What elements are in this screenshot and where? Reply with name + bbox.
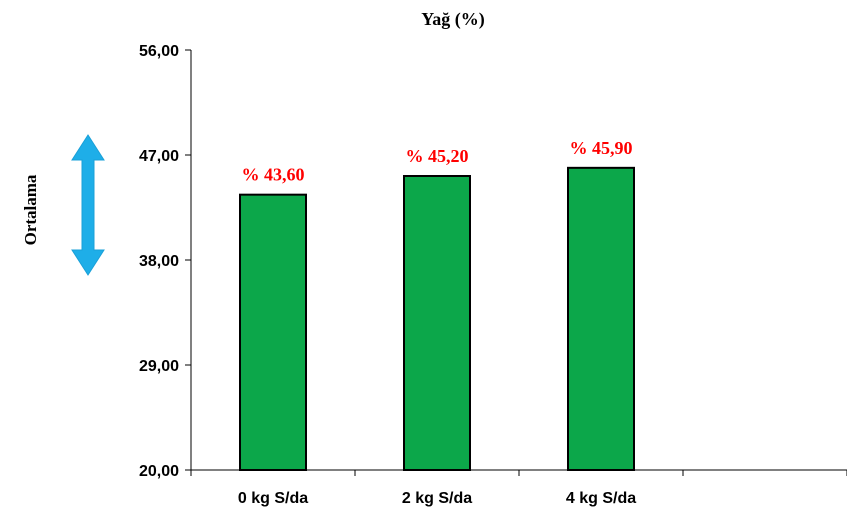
arrow-shape (71, 134, 105, 276)
data-label: % 43,60 (242, 165, 305, 185)
category-label: 0 kg S/da (238, 490, 308, 507)
y-tick-label: 47,00 (139, 148, 179, 165)
y-tick-label: 56,00 (139, 43, 179, 60)
y-tick-label: 38,00 (139, 253, 179, 270)
bar (403, 175, 471, 471)
double-arrow-icon (71, 134, 105, 276)
data-label: % 45,90 (570, 138, 633, 158)
data-labels: % 43,60 % 45,20 % 45,90 (242, 138, 633, 185)
category-label: 2 kg S/da (402, 490, 472, 507)
bar (239, 193, 307, 472)
chart-title: Yağ (%) (421, 9, 485, 30)
bars (239, 166, 635, 472)
y-tick-label: 20,00 (139, 463, 179, 480)
bar (567, 166, 635, 471)
data-label: % 45,20 (406, 146, 469, 166)
y-axis-label: Ortalama (21, 174, 40, 245)
category-label: 4 kg S/da (566, 490, 636, 507)
category-labels: 0 kg S/da 2 kg S/da 4 kg S/da (238, 490, 636, 507)
y-tick-label: 29,00 (139, 358, 179, 375)
y-axis: 20,00 29,00 38,00 47,00 56,00 (139, 43, 192, 480)
